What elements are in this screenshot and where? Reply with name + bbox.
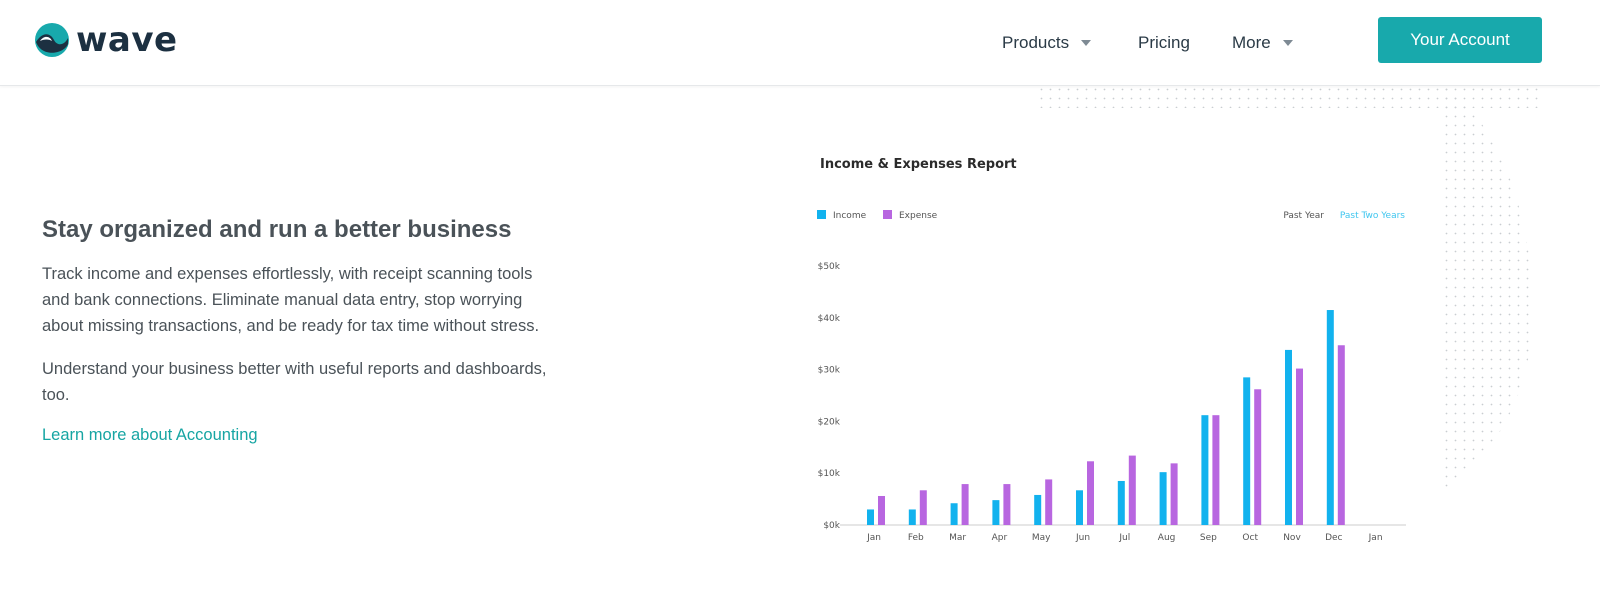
bar-expense <box>1087 461 1094 525</box>
range-past-year[interactable]: Past Year <box>1283 211 1324 221</box>
wave-logo[interactable]: wave <box>34 22 178 58</box>
y-tick-label: $10k <box>818 469 841 479</box>
bar-expense <box>1296 368 1303 525</box>
x-tick-label: Jan <box>1368 533 1383 543</box>
bar-income <box>908 509 916 525</box>
bar-income <box>950 503 958 525</box>
nav-products[interactable]: Products <box>1002 0 1092 86</box>
range-past-two-years[interactable]: Past Two Years <box>1340 211 1405 221</box>
nav-pricing-label: Pricing <box>1138 33 1190 52</box>
bar-expense <box>878 495 885 525</box>
bar-income <box>1243 377 1251 525</box>
bar-income <box>1201 415 1209 525</box>
x-tick-label: Jun <box>1075 533 1090 543</box>
x-tick-label: Sep <box>1200 533 1217 543</box>
x-tick-label: Jan <box>866 533 881 543</box>
y-axis: $0k $10k $20k $30k $40k $50k <box>818 262 841 531</box>
income-expenses-chart: Income & Expenses Report Income Expense … <box>817 157 1406 543</box>
bar-expense <box>1337 345 1345 525</box>
your-account-button[interactable]: Your Account <box>1378 17 1542 63</box>
bar-income <box>1159 472 1167 525</box>
bar-expense <box>1170 463 1178 525</box>
brand-name: wave <box>76 20 178 60</box>
x-tick-label: Feb <box>908 533 924 543</box>
nav-more[interactable]: More <box>1232 0 1293 86</box>
chart-legend: Income Expense <box>817 210 938 221</box>
x-axis: Jan Feb Mar Apr May Jun Jul Aug Sep Oct Nov Dec Jan <box>866 533 1382 543</box>
bar-income <box>1285 349 1292 525</box>
legend-income-swatch <box>817 210 826 219</box>
learn-more-accounting-link[interactable]: Learn more about Accounting <box>42 426 258 444</box>
bar-expense <box>1003 484 1011 525</box>
bar-income <box>1076 490 1083 525</box>
y-tick-label: $40k <box>818 314 841 324</box>
bar-expense <box>1254 389 1262 525</box>
y-tick-label: $50k <box>818 262 841 272</box>
bar-expense <box>1128 455 1136 525</box>
bar-expense <box>919 490 927 525</box>
x-tick-label: Oct <box>1242 533 1258 543</box>
y-tick-label: $20k <box>818 417 841 427</box>
y-tick-label: $0k <box>823 521 840 531</box>
x-tick-label: Aug <box>1158 533 1176 543</box>
nav-pricing[interactable]: Pricing <box>1138 0 1190 86</box>
hero-paragraph-1: Track income and expenses effortlessly, … <box>42 265 540 335</box>
hero-headline: Stay organized and run a better business <box>42 216 512 243</box>
hero-paragraph-2: Understand your business better with use… <box>42 360 547 404</box>
x-tick-label: May <box>1032 533 1051 543</box>
bar-expense <box>1212 415 1220 525</box>
bar-income <box>1326 310 1334 525</box>
legend-income-label: Income <box>833 211 867 221</box>
bar-expense <box>1045 479 1053 525</box>
x-tick-label: Jul <box>1118 533 1130 543</box>
bar-income <box>867 509 874 525</box>
nav-products-label: Products <box>1002 33 1070 52</box>
nav-more-label: More <box>1232 33 1271 52</box>
bar-expense <box>961 484 969 525</box>
chevron-down-icon <box>1081 40 1092 46</box>
site-header: wave Products Pricing More Your Account <box>0 0 1600 86</box>
hero-copy: Stay organized and run a better business… <box>42 212 562 445</box>
y-tick-label: $30k <box>818 366 841 376</box>
bar-income <box>1034 494 1042 525</box>
chart-bars <box>867 310 1345 525</box>
wave-logo-icon <box>35 23 69 57</box>
x-tick-label: Apr <box>992 533 1008 543</box>
bar-income <box>992 500 1000 525</box>
dot-pattern-decoration <box>1040 88 1540 493</box>
legend-expense-label: Expense <box>899 211 938 221</box>
legend-expense-swatch <box>883 210 892 219</box>
bar-income <box>1117 480 1125 525</box>
x-tick-label: Nov <box>1283 533 1301 543</box>
x-tick-label: Mar <box>949 533 966 543</box>
x-tick-label: Dec <box>1325 533 1342 543</box>
chart-title: Income & Expenses Report <box>820 157 1017 172</box>
chevron-down-icon <box>1282 40 1293 46</box>
